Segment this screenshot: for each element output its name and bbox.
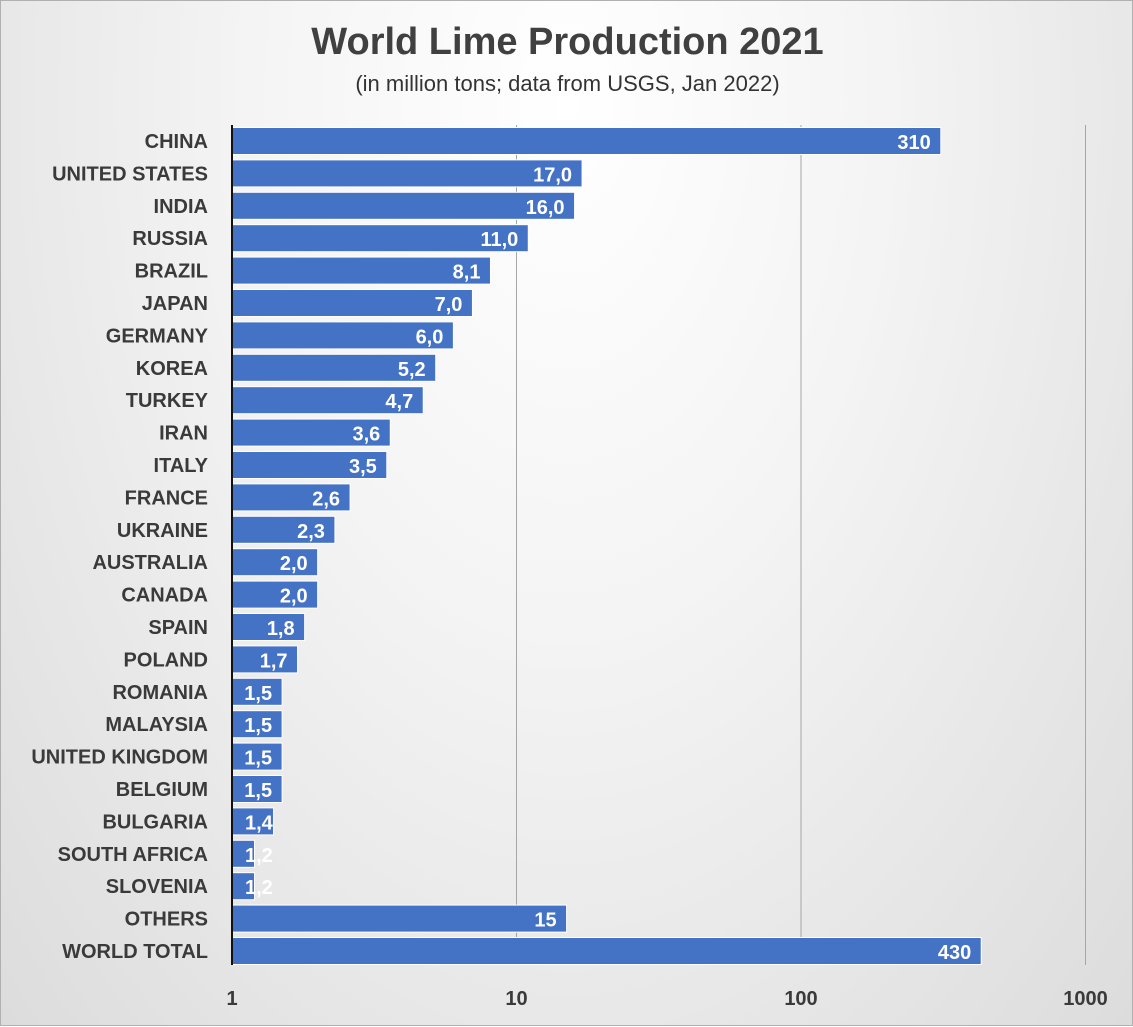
value-label: 11,0 [480, 229, 518, 251]
value-label: 430 [938, 942, 971, 964]
category-label: CANADA [121, 585, 208, 607]
x-tick-label: 1000 [1063, 988, 1108, 1010]
bar [231, 677, 283, 706]
value-label: 1,2 [245, 877, 273, 899]
category-label: SLOVENIA [106, 876, 208, 898]
category-label: UKRAINE [117, 520, 208, 542]
bar [231, 289, 473, 317]
value-label: 1,7 [260, 650, 288, 672]
bar [231, 353, 437, 382]
value-label: 1,8 [267, 618, 295, 640]
bar [231, 904, 568, 933]
bar [231, 386, 424, 415]
bar [231, 775, 283, 803]
category-label: AUSTRALIA [92, 552, 208, 574]
value-label: 8,1 [453, 262, 481, 284]
value-label: 1,5 [244, 715, 272, 737]
value-label: 7,0 [435, 294, 463, 316]
category-label: SOUTH AFRICA [58, 844, 208, 866]
bar [231, 742, 283, 771]
value-label: 1,4 [245, 812, 274, 834]
value-label: 3,5 [349, 456, 377, 478]
category-label: INDIA [154, 196, 208, 218]
value-labels: 310 17,0 16,0 11,0 8,1 7,0 6,0 5,2 4,73,6 3,5 2,6 2… [244, 132, 971, 964]
category-label: OTHERS [125, 909, 208, 931]
category-label: BRAZIL [135, 261, 208, 283]
value-label: 310 [897, 132, 930, 154]
category-label: ROMANIA [112, 682, 208, 704]
category-label: KOREA [136, 358, 208, 380]
bars [231, 127, 982, 965]
chart-subtitle: (in million tons; data from USGS, Jan 20… [355, 71, 780, 96]
category-label: RUSSIA [132, 228, 208, 250]
value-label: 3,6 [352, 424, 380, 446]
category-label: SPAIN [148, 617, 208, 639]
bar [231, 645, 299, 674]
bar [231, 451, 388, 479]
x-tick-label: 1 [226, 988, 237, 1010]
category-label: BELGIUM [116, 779, 208, 801]
category-label: UNITED KINGDOM [31, 747, 208, 769]
value-label: 2,6 [312, 488, 340, 510]
bar [231, 807, 275, 836]
value-label: 2,0 [280, 586, 308, 608]
bar [231, 418, 391, 447]
category-label: GERMANY [106, 325, 209, 347]
value-label: 5,2 [398, 359, 426, 381]
value-label: 1,5 [244, 780, 272, 802]
category-label: MALAYSIA [105, 714, 208, 736]
category-label: BULGARIA [102, 811, 208, 833]
bar [231, 127, 942, 155]
x-tick-label: 10 [505, 988, 527, 1010]
category-label: WORLD TOTAL [62, 941, 208, 963]
value-label: 4,7 [385, 391, 413, 413]
value-label: 1,5 [244, 748, 272, 770]
bar [231, 224, 529, 253]
value-label: 1,2 [245, 845, 273, 867]
x-tick-label: 100 [784, 988, 817, 1010]
value-label: 1,5 [244, 683, 272, 705]
gridlines [516, 125, 1086, 965]
bar [231, 515, 336, 544]
category-label: IRAN [159, 423, 208, 445]
bar [231, 159, 583, 188]
category-label: UNITED STATES [52, 163, 208, 185]
category-label: CHINA [145, 131, 208, 153]
value-label: 17,0 [533, 164, 572, 186]
bar [231, 191, 576, 220]
category-label: ITALY [154, 455, 209, 477]
category-label: POLAND [124, 649, 208, 671]
category-label: JAPAN [142, 293, 208, 315]
value-label: 2,3 [297, 521, 325, 543]
category-label: FRANCE [125, 487, 208, 509]
value-label: 2,0 [280, 553, 308, 575]
chart-title: World Lime Production 2021 [311, 21, 824, 63]
bar [231, 321, 454, 350]
value-label: 16,0 [526, 197, 565, 219]
x-axis-tick-labels: 1 10 100 1000 [226, 988, 1107, 1010]
category-labels: CHINA UNITED STATES INDIA RUSSIA BRAZIL JAPAN… [31, 131, 208, 963]
bar [231, 548, 319, 577]
value-label: 6,0 [416, 326, 444, 348]
bar [231, 580, 319, 609]
bar [231, 937, 982, 965]
category-label: TURKEY [126, 390, 209, 412]
value-label: 15 [534, 910, 556, 932]
